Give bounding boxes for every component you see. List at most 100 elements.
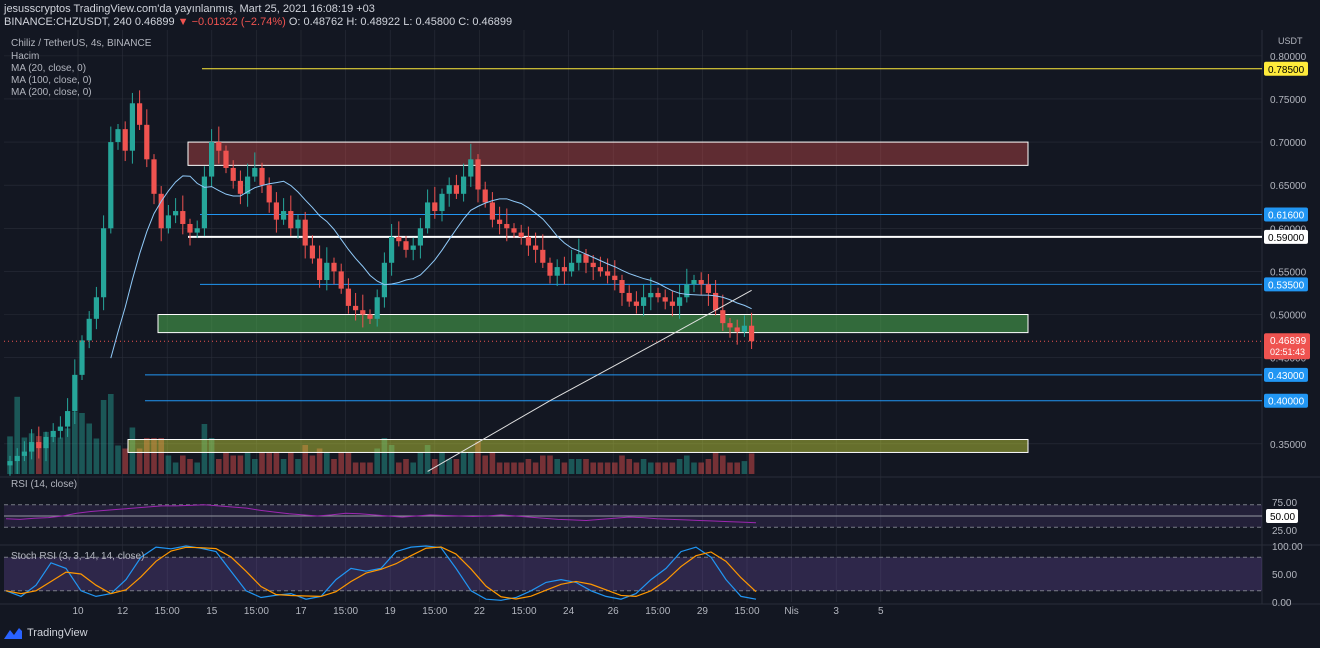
level-label-text: 0.78500 <box>1268 65 1305 76</box>
volume-bar <box>360 462 366 474</box>
volume-bar <box>100 400 107 474</box>
candle-body <box>302 219 308 246</box>
candle-body <box>288 211 294 229</box>
volume-bar <box>518 462 524 474</box>
x-tick-label: 15:00 <box>645 606 670 617</box>
volume-bar <box>144 438 150 474</box>
level-label-text: 0.40000 <box>1268 397 1305 408</box>
candle-body <box>489 202 495 220</box>
candle-body <box>216 142 222 151</box>
candle-body <box>554 267 560 276</box>
volume-bar <box>604 462 611 474</box>
volume-bar <box>482 455 488 474</box>
candle-body <box>698 280 704 285</box>
price-tick-label: 0.80000 <box>1270 52 1307 63</box>
current-price-text: 0.46899 <box>1270 336 1307 347</box>
candle-body <box>266 185 272 203</box>
volume-bar <box>684 455 690 474</box>
price-tick-label: 0.50000 <box>1270 311 1307 322</box>
volume-bar <box>511 462 517 474</box>
symbol[interactable]: BINANCE:CHZUSDT, 240 <box>4 16 132 28</box>
volume-bar <box>172 462 179 474</box>
candle-body <box>417 228 423 246</box>
candle-body <box>518 232 524 237</box>
volume-bar <box>194 462 200 474</box>
candle-body <box>612 275 618 281</box>
volume-bar <box>367 462 373 474</box>
candle-body <box>749 325 755 342</box>
candle-body <box>173 211 179 216</box>
candle-body <box>353 305 359 311</box>
candle-body <box>626 292 632 302</box>
candle-body <box>223 150 229 168</box>
volume-bar <box>230 455 236 474</box>
candle-body <box>727 323 733 328</box>
candle-body <box>389 236 395 263</box>
rsi-line <box>5 504 757 524</box>
x-tick-label: 5 <box>878 606 884 617</box>
candle-body <box>662 297 668 302</box>
volume-bar <box>57 437 64 474</box>
volume-bar <box>446 459 452 474</box>
candle-body <box>374 297 380 319</box>
rsi-current-label: 50.00 <box>1270 512 1295 523</box>
candle-body <box>36 442 42 449</box>
rsi-tick-label: 25.00 <box>1272 526 1297 537</box>
x-tick-label: Nis <box>784 606 798 617</box>
candle-body <box>497 219 503 224</box>
volume-bar <box>316 448 323 474</box>
volume-bar <box>576 459 582 474</box>
volume-bar <box>237 455 244 474</box>
candle-body <box>583 254 589 263</box>
x-tick-label: 19 <box>385 606 397 617</box>
candle-body <box>137 103 143 125</box>
volume-bar <box>223 452 229 474</box>
volume-bar <box>403 459 409 474</box>
volume-bar <box>410 462 416 474</box>
volume-bar <box>324 452 330 474</box>
volume-bar <box>50 436 56 474</box>
volume-bar <box>727 462 733 474</box>
candle-body <box>569 262 575 272</box>
zone-rectangle <box>157 314 1029 334</box>
last-price: 0.46899 <box>134 16 175 28</box>
volume-bar <box>280 459 287 474</box>
candle-body <box>504 223 510 229</box>
candle-body <box>677 297 683 306</box>
volume-bar <box>496 462 503 474</box>
volume-bar <box>648 462 654 474</box>
countdown-text: 02:51:43 <box>1270 347 1305 357</box>
candle-body <box>511 228 517 233</box>
volume-bar <box>417 452 424 474</box>
tradingview-logo[interactable]: TradingView <box>4 627 88 639</box>
candle-body <box>734 327 740 332</box>
level-label-text: 0.61600 <box>1268 210 1305 221</box>
brand-name: TradingView <box>27 627 88 639</box>
candle-body <box>29 442 35 452</box>
volume-bar <box>691 462 697 474</box>
volume-bar <box>626 459 632 474</box>
candle-body <box>720 310 726 324</box>
price-tick-label: 0.75000 <box>1270 95 1307 106</box>
legend-rsi: RSI (14, close) <box>11 479 78 490</box>
candle-body <box>475 159 481 190</box>
volume-bar <box>662 462 668 474</box>
price-tick-label: 0.70000 <box>1270 138 1307 149</box>
candle-body <box>641 297 647 306</box>
volume-bar <box>309 455 316 474</box>
volume-bar <box>597 462 604 474</box>
volume-bar <box>590 462 596 474</box>
ohlc-values: O: 0.48762 H: 0.48922 L: 0.45800 C: 0.46… <box>288 16 513 28</box>
volume-bar <box>187 459 193 474</box>
volume-bar <box>741 461 748 474</box>
volume-bar <box>266 452 272 474</box>
candle-body <box>252 167 258 177</box>
rsi-tick-label: 75.00 <box>1272 498 1297 509</box>
volume-bar <box>158 438 164 474</box>
candle-body <box>331 262 337 272</box>
volume-bar <box>568 459 575 474</box>
level-label-box <box>1264 393 1308 408</box>
currency-label: USDT <box>1278 36 1303 46</box>
candle-body <box>468 159 474 177</box>
